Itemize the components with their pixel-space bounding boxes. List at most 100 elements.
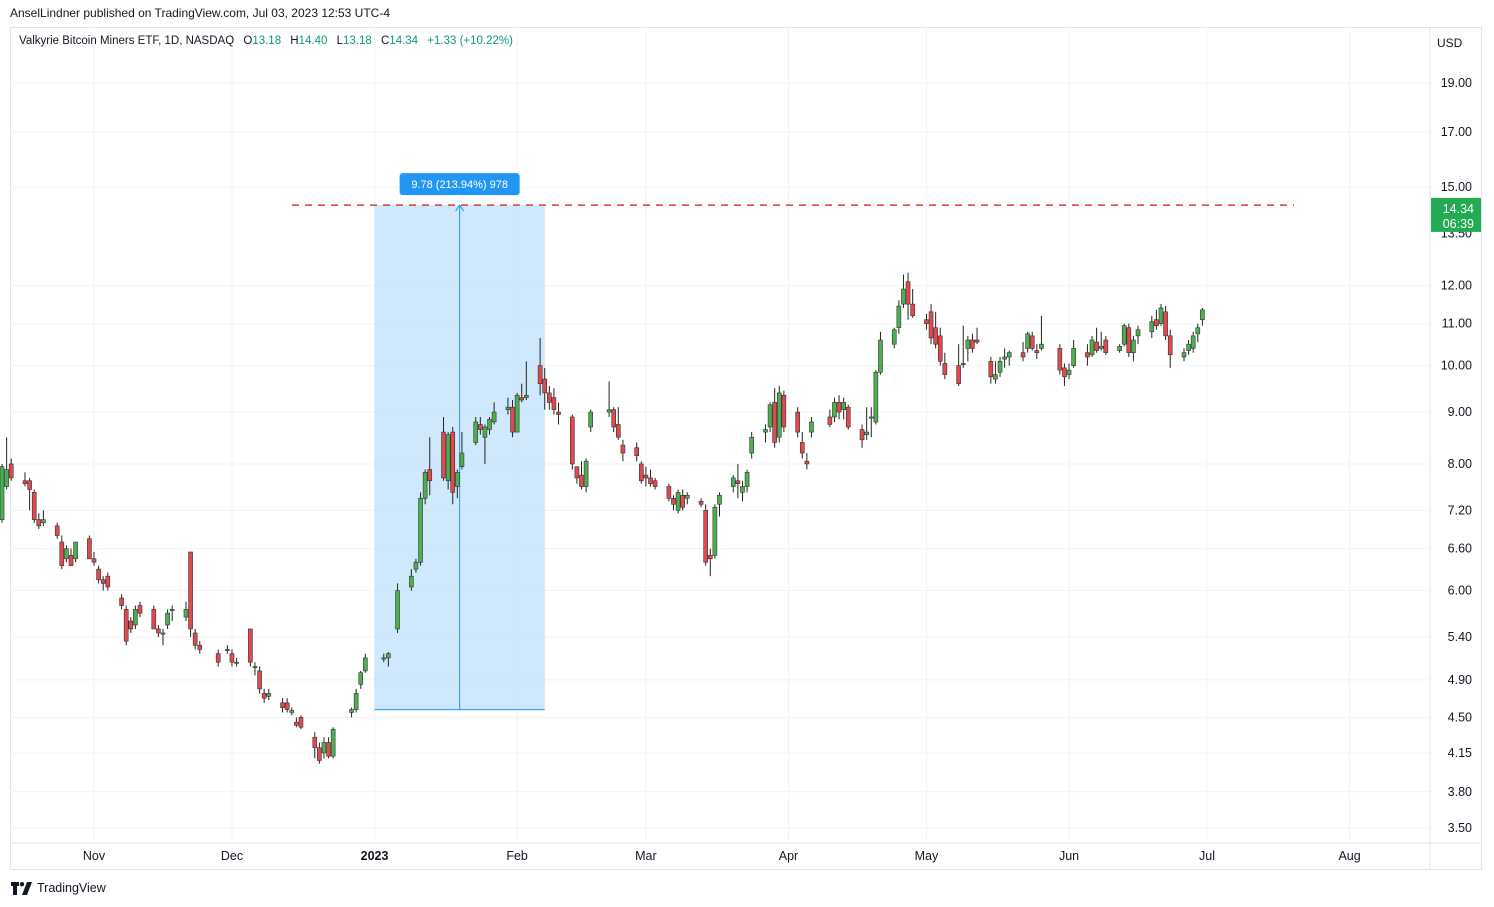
candle-body bbox=[542, 378, 548, 394]
candle-body bbox=[487, 419, 492, 430]
candle-down bbox=[845, 404, 851, 430]
candle-down bbox=[671, 495, 676, 511]
candle-down bbox=[36, 513, 42, 530]
candle-body bbox=[1135, 329, 1141, 337]
candle-body bbox=[781, 394, 787, 428]
candle-body bbox=[215, 653, 221, 663]
candle-body bbox=[441, 431, 446, 479]
candle-up bbox=[422, 469, 428, 505]
candle-body bbox=[505, 406, 511, 410]
candle-down bbox=[91, 552, 97, 566]
candle-up bbox=[487, 416, 492, 435]
candle-down bbox=[257, 666, 262, 694]
candle-body bbox=[524, 394, 529, 398]
y-tick-label: 4.15 bbox=[1448, 746, 1472, 760]
y-tick-label: 4.50 bbox=[1448, 710, 1472, 724]
legend-open: 13.18 bbox=[252, 35, 282, 47]
candle-up bbox=[675, 489, 681, 514]
grid-lines bbox=[10, 27, 1430, 843]
candle-body bbox=[1103, 339, 1109, 353]
candle-body bbox=[928, 311, 934, 339]
candle-body bbox=[4, 469, 9, 487]
candle-body bbox=[570, 416, 575, 465]
candle-body bbox=[445, 434, 451, 482]
candle-body bbox=[1089, 339, 1095, 356]
candle-body bbox=[873, 372, 879, 423]
candle-body bbox=[192, 632, 198, 646]
candle-up bbox=[363, 653, 368, 673]
candle-body bbox=[123, 609, 129, 642]
candle-down bbox=[579, 461, 584, 490]
candle-down bbox=[611, 407, 617, 433]
candle-body bbox=[87, 538, 92, 560]
candle-body bbox=[1094, 341, 1099, 351]
candle-body bbox=[956, 365, 961, 384]
candle-body bbox=[395, 590, 400, 630]
candle-body bbox=[712, 506, 718, 556]
legend-low: 13.18 bbox=[343, 35, 372, 47]
tradingview-logo-text: TradingView bbox=[37, 881, 106, 895]
candle-body bbox=[547, 392, 552, 403]
candle-up bbox=[878, 331, 883, 375]
candle-up bbox=[386, 651, 391, 667]
candle-down bbox=[215, 649, 221, 667]
candle-up bbox=[1089, 335, 1095, 357]
candle-body bbox=[280, 702, 285, 708]
candle-down bbox=[928, 304, 934, 345]
y-tick-label: 6.00 bbox=[1448, 584, 1472, 598]
candle-down bbox=[1020, 342, 1026, 362]
candle-down bbox=[643, 466, 649, 487]
candle-down bbox=[427, 437, 433, 496]
candle-down bbox=[827, 409, 833, 427]
axis-separators bbox=[10, 27, 1482, 870]
candle-body bbox=[0, 466, 5, 520]
candle-body bbox=[321, 742, 327, 754]
currency-label[interactable]: USD bbox=[1437, 36, 1463, 50]
y-tick-label: 3.50 bbox=[1448, 821, 1472, 835]
y-tick-label: 7.20 bbox=[1448, 503, 1472, 517]
candle-down bbox=[1126, 323, 1132, 357]
candle-up bbox=[64, 545, 69, 563]
candle-down bbox=[707, 548, 713, 577]
candle-body bbox=[611, 409, 617, 428]
candle-body bbox=[473, 421, 479, 443]
candle-down bbox=[859, 424, 865, 448]
candle-down bbox=[634, 442, 640, 462]
candle-body bbox=[298, 717, 304, 728]
candle-up bbox=[684, 492, 690, 505]
candle-down bbox=[100, 576, 106, 591]
candle-body bbox=[868, 416, 874, 419]
candle-body bbox=[639, 463, 644, 482]
legend-close-label: C bbox=[380, 35, 390, 47]
candle-body bbox=[330, 728, 336, 757]
candle-body bbox=[1190, 335, 1196, 349]
candle-down bbox=[68, 548, 74, 566]
candle-body bbox=[91, 558, 97, 563]
candle-up bbox=[763, 424, 768, 443]
candle-down bbox=[128, 617, 134, 633]
candle-down bbox=[1167, 329, 1173, 368]
candle-down bbox=[988, 356, 994, 384]
candle-body bbox=[1195, 327, 1201, 335]
candle-down bbox=[478, 416, 483, 435]
candle-up bbox=[1121, 323, 1127, 347]
y-tick-label: 8.00 bbox=[1448, 457, 1472, 471]
candle-down bbox=[261, 688, 267, 703]
candle-body bbox=[997, 360, 1003, 373]
tradingview-logo[interactable]: TradingView bbox=[11, 881, 106, 895]
candle-body bbox=[1200, 309, 1205, 321]
candle-body bbox=[234, 661, 239, 664]
candle-body bbox=[666, 486, 672, 499]
candle-up bbox=[1039, 315, 1044, 351]
candle-down bbox=[96, 565, 101, 584]
candle-body bbox=[827, 416, 833, 425]
candle-body bbox=[896, 305, 902, 329]
legend-open-label: O bbox=[243, 35, 253, 47]
candle-up bbox=[73, 541, 78, 563]
candle-down bbox=[137, 601, 143, 618]
candle-body bbox=[717, 495, 722, 505]
candle-body bbox=[988, 360, 994, 378]
candle-up bbox=[864, 407, 869, 440]
candle-up bbox=[588, 409, 594, 433]
